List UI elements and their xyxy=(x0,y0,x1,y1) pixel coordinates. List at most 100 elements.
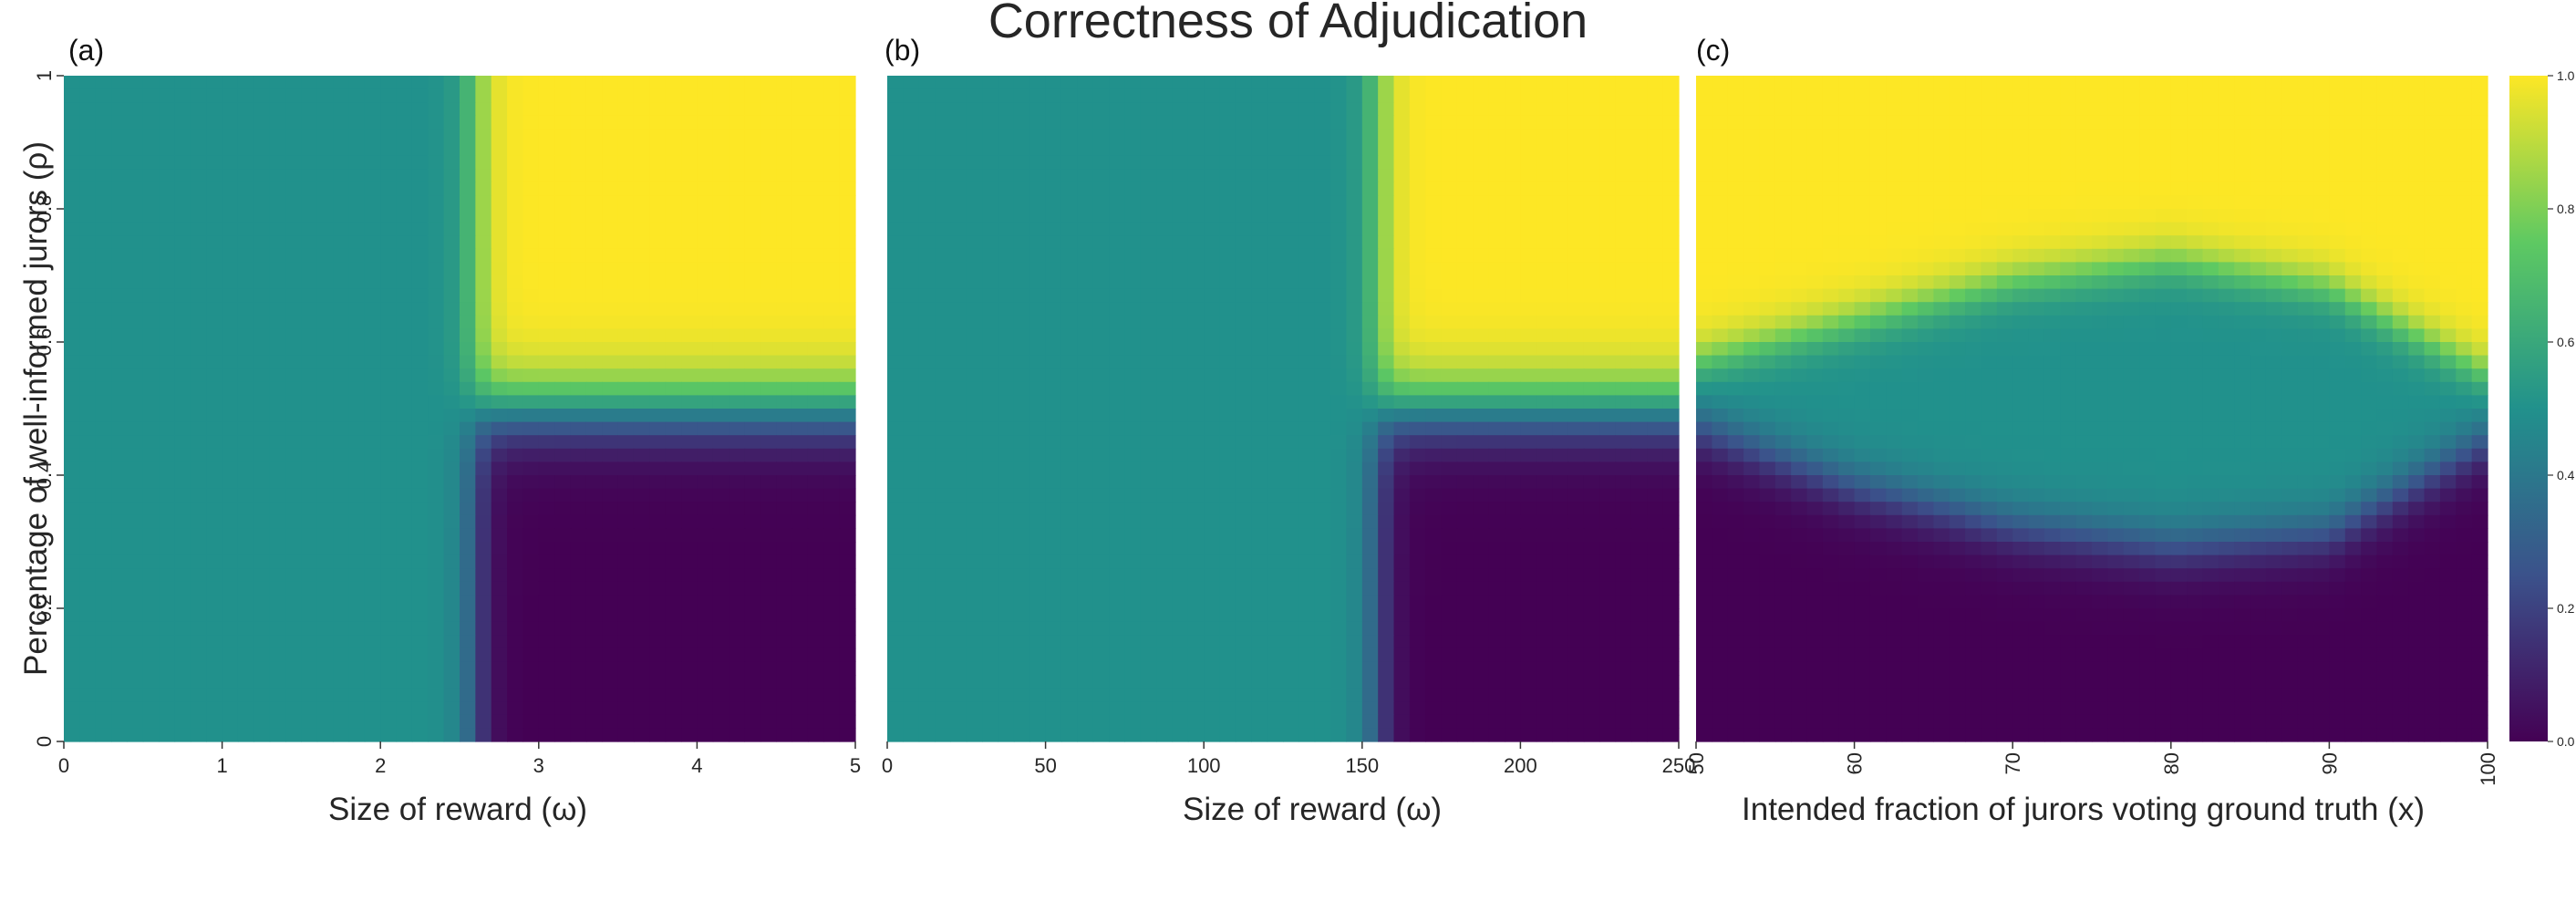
heatmap-cell xyxy=(697,222,714,236)
heatmap-cell xyxy=(649,181,667,196)
heatmap-cell xyxy=(744,355,761,369)
heatmap-cell xyxy=(950,302,967,316)
heatmap-cell xyxy=(1330,661,1348,676)
heatmap-cell xyxy=(602,514,619,529)
heatmap-cell xyxy=(364,661,381,676)
heatmap-cell xyxy=(823,581,841,596)
heatmap-cell xyxy=(1599,142,1617,157)
heatmap-cell xyxy=(1077,288,1094,303)
heatmap-cell xyxy=(428,502,445,516)
heatmap-cell xyxy=(1361,461,1379,476)
heatmap-cell xyxy=(1172,142,1189,157)
heatmap-cell xyxy=(491,102,508,117)
heatmap-cell xyxy=(237,195,254,210)
heatmap-cell xyxy=(1060,421,1078,436)
heatmap-cell xyxy=(396,328,413,343)
heatmap-cell xyxy=(522,209,540,223)
heatmap-cell xyxy=(1536,475,1553,490)
heatmap-cell xyxy=(301,248,318,263)
heatmap-cell xyxy=(95,381,112,396)
heatmap-cell xyxy=(190,554,207,569)
heatmap-cell xyxy=(1092,288,1110,303)
heatmap-cell xyxy=(570,409,587,423)
heatmap-cell xyxy=(1346,288,1363,303)
heatmap-cell xyxy=(1283,554,1299,569)
heatmap-cell xyxy=(301,528,318,543)
heatmap-cell xyxy=(918,728,936,742)
heatmap-cell xyxy=(1599,528,1617,543)
heatmap-cell xyxy=(950,448,967,462)
heatmap-cell xyxy=(1330,115,1348,130)
heatmap-cell xyxy=(127,262,144,276)
heatmap-cell xyxy=(791,421,809,436)
heatmap-cell xyxy=(966,648,983,662)
heatmap-cell xyxy=(1330,621,1348,636)
heatmap-cell xyxy=(142,595,160,609)
heatmap-cell xyxy=(1647,568,1664,583)
heatmap-cell xyxy=(918,235,936,250)
heatmap-cell xyxy=(617,142,635,157)
heatmap-cell xyxy=(1330,568,1348,583)
heatmap-cell xyxy=(823,181,841,196)
heatmap-cell xyxy=(585,688,603,702)
heatmap-cell xyxy=(1488,102,1505,117)
heatmap-cell xyxy=(127,129,144,143)
heatmap-cell xyxy=(1552,381,1569,396)
heatmap-cell xyxy=(998,195,1015,210)
heatmap-cell xyxy=(617,355,635,369)
heatmap-cell xyxy=(142,129,160,143)
heatmap-cell xyxy=(316,181,334,196)
heatmap-cell xyxy=(712,714,729,729)
heatmap-cell xyxy=(348,581,366,596)
heatmap-cell xyxy=(1552,635,1569,649)
heatmap-cell xyxy=(159,435,176,450)
heatmap-cell xyxy=(1156,675,1174,689)
heatmap-cell xyxy=(127,142,144,157)
heatmap-cell xyxy=(142,461,160,476)
heatmap-cell xyxy=(1567,342,1585,357)
heatmap-cell xyxy=(1599,661,1617,676)
heatmap-cell xyxy=(1456,342,1474,357)
heatmap-cell xyxy=(538,181,555,196)
heatmap-cell xyxy=(1647,142,1664,157)
heatmap-cell xyxy=(1583,409,1600,423)
heatmap-cell xyxy=(79,328,97,343)
heatmap-cell xyxy=(982,595,999,609)
heatmap-cell xyxy=(823,568,841,583)
heatmap-cell xyxy=(1378,115,1395,130)
heatmap-cell xyxy=(95,142,112,157)
heatmap-cell xyxy=(633,195,650,210)
heatmap-cell xyxy=(729,275,746,290)
heatmap-cell xyxy=(1409,608,1426,623)
heatmap-cell xyxy=(1109,342,1125,357)
heatmap-cell xyxy=(95,222,112,236)
heatmap-cell xyxy=(190,88,207,103)
heatmap-cell xyxy=(554,581,572,596)
heatmap-cell xyxy=(744,155,761,170)
heatmap-cell xyxy=(1251,502,1268,516)
heatmap-cell xyxy=(1361,542,1379,556)
heatmap-cell xyxy=(1235,502,1252,516)
heatmap-cell xyxy=(602,581,619,596)
heatmap-cell xyxy=(1283,222,1299,236)
heatmap-cell xyxy=(95,328,112,343)
heatmap-cell xyxy=(1346,275,1363,290)
heatmap-cell xyxy=(1647,421,1664,436)
heatmap-cell xyxy=(1187,328,1205,343)
heatmap-cell xyxy=(1615,435,1632,450)
heatmap-cell xyxy=(95,581,112,596)
heatmap-cell xyxy=(681,288,698,303)
heatmap-cell xyxy=(1488,288,1505,303)
heatmap-cell xyxy=(174,155,191,170)
heatmap-cell xyxy=(633,302,650,316)
heatmap-cell xyxy=(1251,88,1268,103)
heatmap-cell xyxy=(269,421,286,436)
heatmap-cell xyxy=(1013,248,1030,263)
heatmap-cell xyxy=(1124,502,1142,516)
heatmap-cell xyxy=(760,142,777,157)
heatmap-cell xyxy=(791,648,809,662)
heatmap-cell xyxy=(301,728,318,742)
heatmap-cell xyxy=(1298,275,1316,290)
heatmap-cell xyxy=(1092,142,1110,157)
heatmap-cell xyxy=(982,448,999,462)
